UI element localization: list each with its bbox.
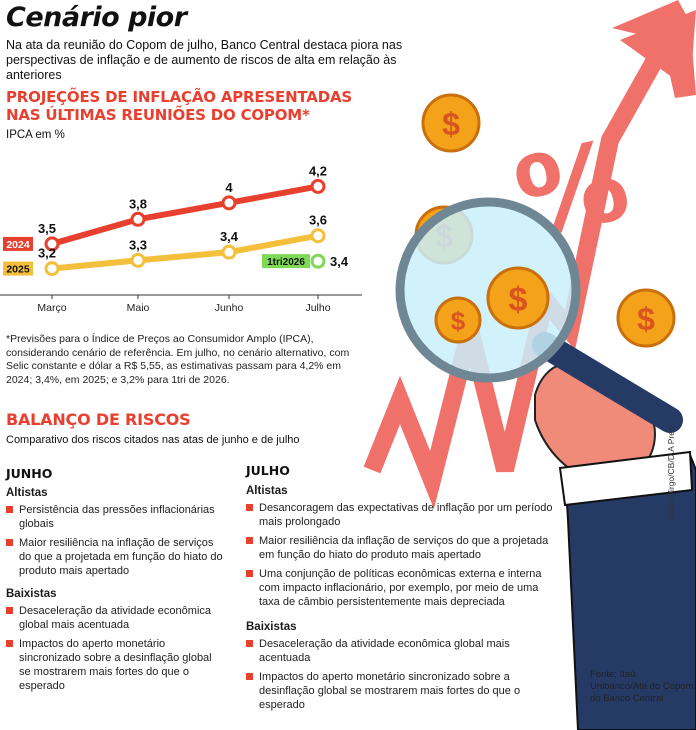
series-line-2024	[49, 183, 321, 247]
june-altistas-label: Altistas	[6, 487, 48, 499]
trend-arrow	[363, 55, 663, 510]
risks-heading: BALANÇO DE RISCOS	[6, 410, 191, 429]
june-altistas-list: Persistência das pressões inflacionárias…	[6, 503, 226, 578]
svg-text:$: $	[509, 281, 528, 319]
july-title: JULHO	[246, 463, 290, 478]
series-tag	[3, 261, 33, 276]
page-subtitle: Na ata da reunião do Copom de julho, Ban…	[6, 38, 403, 82]
svg-text:$: $	[451, 306, 466, 336]
coin-icon: $	[616, 288, 676, 348]
june-title: JUNHO	[6, 466, 53, 481]
series-tag-label: 1tri2026	[267, 257, 305, 268]
list-item: Maior resiliência na inflação de serviço…	[6, 536, 226, 578]
page-title: Cenário pior	[6, 2, 187, 33]
june-column: Altistas Persistência das pressões infla…	[6, 487, 226, 701]
list-item: Impactos do aperto monetário sincronizad…	[6, 637, 226, 693]
data-point	[310, 228, 326, 244]
data-point	[310, 253, 326, 269]
x-tick-label: Julho	[305, 302, 330, 314]
series-tag-label: 2025	[6, 264, 30, 276]
unit-label: IPCA em %	[6, 129, 65, 141]
july-baixistas-label: Baixistas	[246, 621, 297, 633]
list-item: Uma conjunção de políticas econômicas ex…	[246, 567, 561, 609]
july-baixistas-list: Desaceleração da atividade econômica glo…	[246, 637, 561, 712]
coin-icon: $	[421, 93, 481, 153]
data-label: 3,5	[38, 221, 56, 236]
data-point	[44, 236, 60, 252]
july-altistas-list: Desancoragem das expectativas de inflaçã…	[246, 501, 561, 609]
list-item: Maior resiliência da inflação de serviço…	[246, 534, 561, 562]
list-item: Impactos do aperto monetário sincronizad…	[246, 670, 561, 712]
footnote: *Previsões para o Índice de Preços ao Co…	[6, 333, 350, 386]
list-item: Desancoragem das expectativas de inflaçã…	[246, 501, 561, 529]
list-item: Persistência das pressões inflacionárias…	[6, 503, 226, 531]
june-baixistas-label: Baixistas	[6, 588, 57, 600]
data-label: 4,2	[309, 163, 327, 178]
x-tick-label: Maio	[127, 302, 150, 314]
july-column: Altistas Desancoragem das expectativas d…	[246, 485, 561, 720]
data-label: 3,4	[220, 229, 239, 244]
risks-subheading: Comparativo dos riscos citados nas atas …	[6, 434, 300, 446]
cuff-icon	[558, 450, 694, 507]
data-point	[221, 195, 237, 211]
data-label: 3,8	[129, 196, 147, 211]
projections-heading-line1: PROJEÇÕES DE INFLAÇÃO APRESENTADAS	[6, 88, 352, 106]
data-point	[310, 178, 326, 194]
projections-heading-line2: NAS ÚLTIMAS REUNIÕES DO COPOM*	[6, 106, 310, 124]
x-tick-label: Junho	[215, 302, 244, 314]
data-label: 3,4	[330, 254, 349, 269]
series-tag	[262, 254, 310, 269]
june-baixistas-list: Desaceleração da atividade econômica glo…	[6, 604, 226, 693]
magnifying-glass-icon: $ $	[395, 197, 683, 433]
data-label: 4	[225, 180, 233, 195]
list-item: Desaceleração da atividade econômica glo…	[6, 604, 226, 632]
data-point	[130, 211, 146, 227]
arrow-head-icon	[612, 0, 696, 98]
svg-text:$: $	[442, 106, 460, 142]
illustration-credit: Valdo Virgo/CB/D.A Press	[666, 422, 676, 520]
source-note: Fonte: Itaú Unibanco/Ata do Copom do Ban…	[590, 669, 694, 704]
inflation-chart: Março Maio Junho Julho 3,5 3,8 4 4,2 2024 3,2 3,3 3…	[0, 163, 362, 314]
x-tick-label: Março	[37, 302, 66, 314]
svg-text:$: $	[637, 301, 655, 337]
data-point	[44, 261, 60, 277]
series-tag	[3, 236, 33, 251]
data-label: 3,6	[309, 213, 327, 228]
series-tag-label: 2024	[6, 239, 30, 251]
list-item: Desaceleração da atividade econômica glo…	[246, 637, 561, 665]
data-label: 3,3	[129, 237, 147, 252]
series-line-2025	[49, 232, 321, 272]
data-point	[221, 244, 237, 260]
july-altistas-label: Altistas	[246, 485, 288, 497]
data-point	[130, 252, 146, 268]
data-label: 3,2	[38, 246, 56, 261]
